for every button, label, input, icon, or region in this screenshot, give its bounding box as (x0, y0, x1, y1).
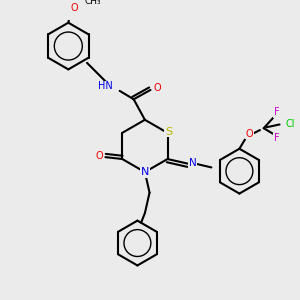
Text: O: O (246, 129, 253, 139)
Text: O: O (70, 3, 78, 13)
Text: O: O (153, 83, 161, 93)
Text: S: S (165, 127, 172, 137)
Text: N: N (141, 167, 149, 177)
Text: O: O (95, 151, 103, 161)
Text: F: F (274, 107, 280, 117)
Text: Cl: Cl (285, 118, 295, 128)
Text: F: F (274, 134, 280, 143)
Text: N: N (189, 158, 196, 168)
Text: CH₃: CH₃ (84, 0, 101, 6)
Text: HN: HN (98, 81, 113, 91)
